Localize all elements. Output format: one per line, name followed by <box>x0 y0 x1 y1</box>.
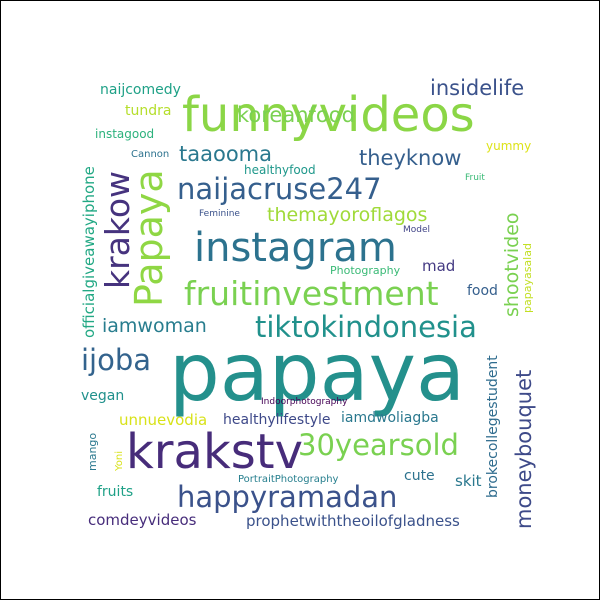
word-koreanfood: koreanfood <box>237 103 355 127</box>
word-theyknow: theyknow <box>359 146 462 170</box>
word-iamdwoliagba: iamdwoliagba <box>341 410 439 426</box>
word-yoni: Yoni <box>114 450 125 471</box>
word-officialgiveawayiphone: officialgiveawayiphone <box>80 166 98 338</box>
word-photography: Photography <box>330 264 401 277</box>
word-cannon: Cannon <box>131 149 170 160</box>
word-portraitphotography: PortraitPhotography <box>238 474 339 485</box>
word-skit: skit <box>455 472 482 490</box>
word-tiktokindonesia: tiktokindonesia <box>255 310 477 344</box>
word-comdeyvideos: comdeyvideos <box>88 511 197 529</box>
word-feminine: Feminine <box>199 209 240 219</box>
word-funnyvideos: funnyvideos <box>182 87 475 143</box>
word-shootvideo: shootvideo <box>501 212 523 317</box>
word-instagood: instagood <box>95 127 155 141</box>
word-fruitinvestment: fruitinvestment <box>184 274 439 313</box>
word-indoorphotography: Indoorphotography <box>261 397 348 407</box>
word-insidelife: insidelife <box>430 76 525 100</box>
word-food: food <box>467 283 498 299</box>
word-krakstv: krakstv <box>126 424 303 480</box>
word-fruits: fruits <box>97 484 134 500</box>
word-taaooma: taaooma <box>179 142 272 166</box>
word-naijcomedy: naijcomedy <box>100 82 181 98</box>
word-happyramadan: happyramadan <box>177 480 398 514</box>
word-papayasalad: papayasalad <box>521 243 534 313</box>
word-unnuevodia: unnuevodia <box>119 411 208 429</box>
word-30yearsold: 30yearsold <box>298 428 459 462</box>
word-model: Model <box>403 225 431 235</box>
word-tundra: tundra <box>125 103 172 119</box>
word-cute: cute <box>404 468 435 484</box>
word-papaya: papaya <box>169 326 465 419</box>
word-instagram: instagram <box>194 225 397 271</box>
word-mad: mad <box>422 257 456 275</box>
word-prophetwiththeoilofgladness: prophetwiththeoilofgladness <box>246 512 460 530</box>
word-yummy: yummy <box>486 139 532 153</box>
word-healthylifestyle: healthylifestyle <box>223 412 331 428</box>
word-healthyfood: healthyfood <box>244 163 316 177</box>
word-krakow: krakow <box>98 170 137 289</box>
word-themayoroflagos: themayoroflagos <box>267 204 428 226</box>
word-iamwoman: iamwoman <box>102 315 207 337</box>
word-ijoba: ijoba <box>81 343 152 377</box>
word-fruit: Fruit <box>465 173 485 183</box>
word-brokecollegestudent: brokecollegestudent <box>485 355 501 498</box>
word-moneybouquet: moneybouquet <box>512 369 536 529</box>
word-mango: mango <box>86 432 99 471</box>
word-naijacruse247: naijacruse247 <box>177 172 382 206</box>
word-vegan: vegan <box>81 388 125 404</box>
